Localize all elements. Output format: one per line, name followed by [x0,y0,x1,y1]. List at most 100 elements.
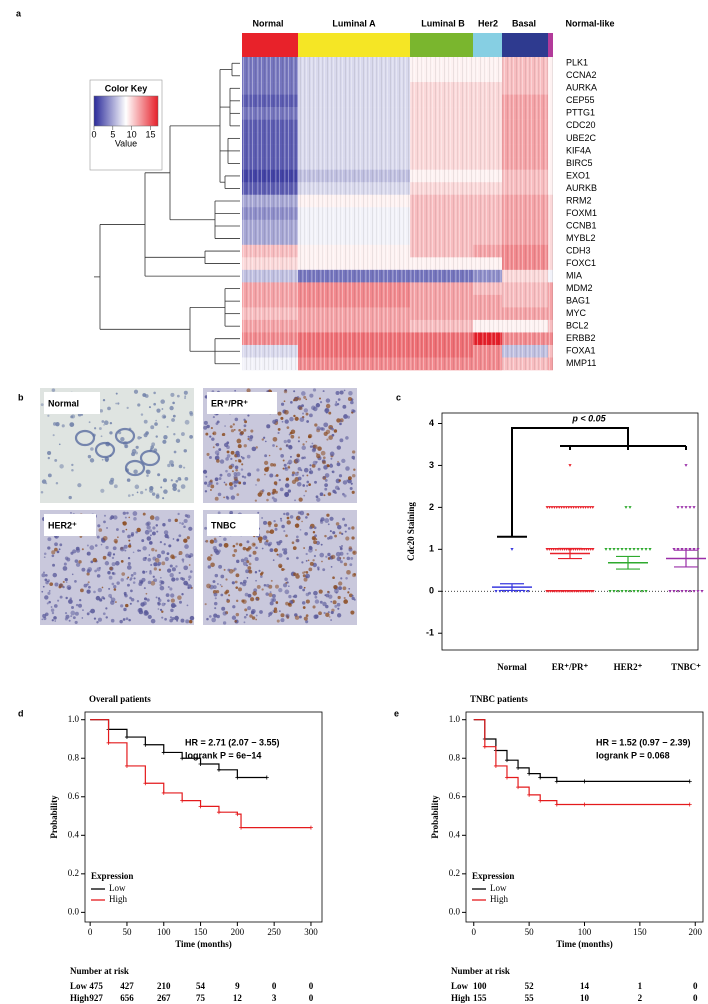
histology-cell [253,543,256,546]
histology-cell [284,409,289,415]
histology-cell [284,589,290,595]
histology-cell [273,519,276,523]
chart-title: TNBC patients [470,694,528,704]
histology-cell [264,541,269,546]
histology-cell [101,596,105,600]
histology-cell [246,454,251,459]
histology-cell [162,478,167,483]
histology-cell [243,424,247,428]
histology-cell [263,520,268,525]
subtype-bar [473,33,502,57]
histology-cell [322,476,326,479]
histology-cell [145,469,150,474]
data-dot [591,589,595,593]
histology-cell [155,419,157,422]
histology-cell [308,470,314,475]
histology-cell [325,403,331,409]
x-tick-label: 0 [472,927,477,937]
dot-group [510,548,514,551]
histology-cell [255,579,257,582]
histology-cell [209,479,213,483]
histology-cell [343,596,346,600]
histology-cell [208,455,212,459]
histology-cell [75,548,81,553]
histology-cell [348,391,353,396]
histology-cell [204,540,207,543]
significance-bracket [497,427,687,538]
histology-cell [177,477,182,481]
histology-cell [312,605,316,609]
histology-cell [308,567,313,572]
histology-cell [213,548,219,553]
histology-cell [226,454,231,458]
histology-cell [206,556,212,561]
gland [114,427,136,445]
histology-cell [186,536,190,540]
histology-cell [269,473,274,478]
histology-cell [242,561,248,566]
histology-cell [302,412,305,415]
histology-cell [257,492,263,497]
histology-cell [183,538,188,543]
histology-cell [101,586,104,589]
histology-cell [188,575,192,579]
histology-cell [323,611,326,615]
censor-mark [516,765,521,770]
censor-mark [198,762,203,767]
histology-cell [213,613,218,618]
histology-cell [283,548,288,552]
gene-label: EXO1 [566,170,590,180]
histology-cell [88,421,91,424]
histology-cell [146,525,151,530]
histology-cell [223,496,225,499]
histology-cell [293,390,296,393]
histology-cell [65,581,68,583]
histology-cell [218,543,223,547]
histology-cell [114,540,118,544]
histology-cell [288,462,291,465]
histology-cell [148,406,151,409]
histology-cell [120,578,124,582]
histology-cell [166,568,172,573]
histology-cell [59,543,63,547]
histology-cell [206,617,209,621]
histology-cell [212,585,217,590]
histology-cell [65,614,70,619]
histology-cell [146,474,149,477]
data-dot [547,548,551,551]
histology-cell [183,396,187,400]
histology-cell [329,451,335,457]
histology-cell [65,596,68,600]
censor-mark [554,779,559,784]
histology-cell [169,587,173,591]
histology-cell [235,468,238,472]
subtype-bar [502,33,548,57]
histology-cell [298,406,303,411]
histology-cell [71,605,75,609]
histology-cell [105,607,108,610]
histology-cell [145,570,148,573]
histology-cell [309,468,312,470]
histology-cell [335,522,340,526]
histology-cell [261,588,264,591]
histology-cell [47,537,52,542]
histology-cell [346,415,351,419]
histology-cell [64,577,68,582]
histology-cell [189,553,194,558]
histology-cell [102,612,106,616]
histology-cell [247,606,252,611]
data-dot [636,548,640,551]
x-tick-label: TNBC⁺ [671,662,701,672]
histology-cell [68,599,73,604]
histology-cell [97,587,103,593]
histology-cell [327,590,330,594]
histology-cell [274,527,278,531]
histology-cell [267,543,271,547]
histology-cell [353,468,356,471]
histology-cell [184,477,189,481]
histology-cell [161,602,166,607]
histology-cell [315,452,318,455]
histology-cell [129,596,132,600]
histology-cell [155,524,159,527]
histology-cell [325,593,330,598]
